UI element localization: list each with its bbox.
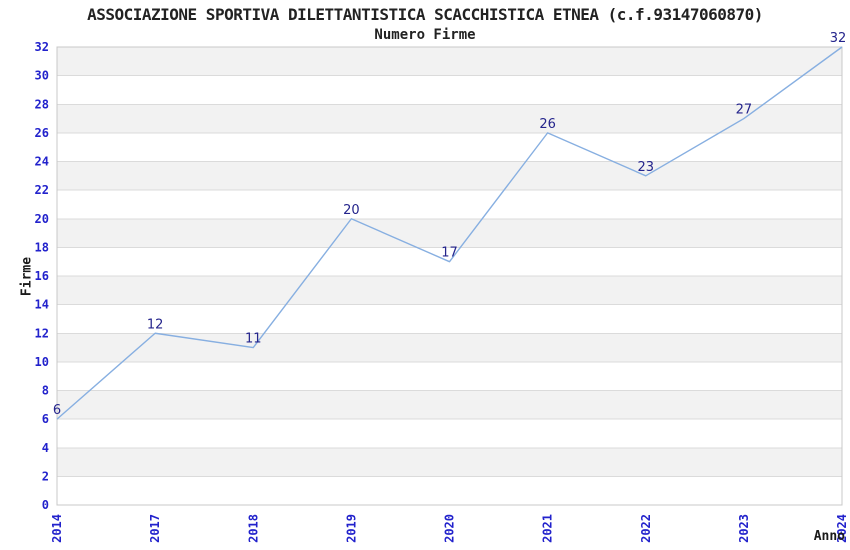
x-tick-label: 2020 xyxy=(443,514,457,543)
grid-band xyxy=(57,333,842,362)
y-tick-label: 28 xyxy=(35,97,49,111)
grid-band xyxy=(57,47,842,76)
data-point-label: 27 xyxy=(736,103,753,118)
grid-band xyxy=(57,390,842,420)
x-axis-title: Anno xyxy=(813,529,845,544)
x-tick-label: 2017 xyxy=(148,514,162,543)
y-tick-label: 14 xyxy=(35,298,49,312)
grid-band xyxy=(57,218,842,248)
data-point-label: 32 xyxy=(830,31,847,46)
x-tick-label: 2014 xyxy=(50,514,64,543)
grid-band xyxy=(57,276,842,305)
y-tick-label: 6 xyxy=(42,412,49,426)
y-tick-label: 2 xyxy=(42,469,49,483)
data-point-label: 6 xyxy=(53,403,61,418)
data-point-label: 17 xyxy=(441,246,458,261)
chart-subtitle: Numero Firme xyxy=(374,27,476,43)
data-point-label: 20 xyxy=(343,203,360,218)
data-point-label: 12 xyxy=(147,317,164,332)
y-tick-label: 18 xyxy=(35,240,49,254)
x-tick-label: 2019 xyxy=(344,514,358,543)
plot-border xyxy=(56,46,843,506)
y-tick-label: 12 xyxy=(35,326,49,340)
y-tick-label: 32 xyxy=(35,40,49,54)
y-tick-label: 4 xyxy=(42,441,49,455)
x-tick-label: 2024 xyxy=(835,514,849,543)
y-tick-label: 26 xyxy=(35,126,49,140)
x-tick-label: 2022 xyxy=(639,514,653,543)
grid-band xyxy=(57,161,842,191)
chart-title: ASSOCIAZIONE SPORTIVA DILETTANTISTICA SC… xyxy=(87,5,763,24)
y-tick-label: 8 xyxy=(42,384,49,398)
data-point-label: 23 xyxy=(637,160,654,175)
series-line xyxy=(56,46,843,420)
grid-band xyxy=(57,447,842,477)
x-tick-label: 2023 xyxy=(737,514,751,543)
y-tick-label: 20 xyxy=(35,212,49,226)
y-tick-label: 30 xyxy=(35,69,49,83)
y-tick-label: 16 xyxy=(35,269,49,283)
x-tick-label: 2021 xyxy=(541,514,555,543)
y-tick-label: 24 xyxy=(35,155,49,169)
data-point-label: 26 xyxy=(539,117,556,132)
y-tick-label: 10 xyxy=(35,355,49,369)
x-tick-label: 2018 xyxy=(246,514,260,543)
y-tick-label: 0 xyxy=(42,498,49,512)
y-tick-label: 22 xyxy=(35,183,49,197)
data-point-label: 11 xyxy=(245,332,262,347)
grid-band xyxy=(57,104,842,133)
